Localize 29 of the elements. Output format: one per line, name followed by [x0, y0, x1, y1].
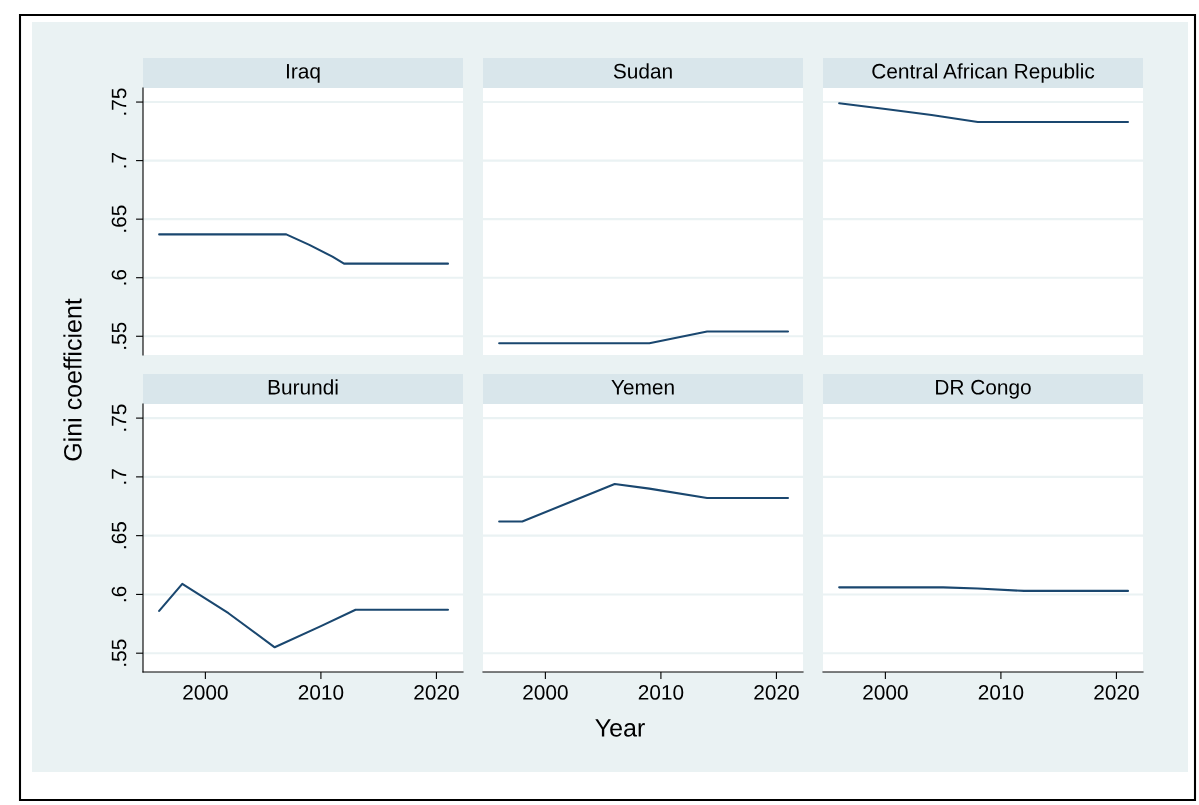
- chart-title: DR Congo: [936, 379, 1031, 399]
- y-axis-title: Gini coefficient: [63, 298, 82, 461]
- x-tick-label: 2020: [414, 685, 459, 700]
- y-tick-label: .6: [111, 269, 127, 285]
- x-tick-label: 2020: [1094, 685, 1139, 700]
- chart-title: Iraq: [286, 64, 320, 83]
- chart-title: Burundi: [268, 379, 338, 395]
- y-tick-label: .65: [111, 522, 127, 549]
- y-tick-label: .65: [111, 205, 127, 232]
- y-tick-label: .7: [111, 469, 127, 484]
- y-tick-label: .7: [111, 152, 127, 168]
- line-series: [158, 233, 450, 265]
- chart-title: Central African Republic: [872, 63, 1095, 83]
- chart-title: Yemen: [611, 380, 674, 395]
- x-tick-label: 2010: [638, 685, 684, 700]
- y-tick-label: .55: [111, 639, 127, 666]
- x-tick-label: 2000: [863, 685, 908, 700]
- y-tick-label: .6: [111, 586, 127, 602]
- y-tick-label: .55: [111, 322, 127, 349]
- y-tick-label: .75: [111, 404, 127, 431]
- line-series: [158, 582, 450, 649]
- x-tick-label: 2010: [298, 685, 344, 700]
- x-tick-label: 2000: [523, 685, 568, 700]
- x-tick-label: 2020: [754, 685, 799, 700]
- x-tick-label: 2010: [978, 685, 1024, 700]
- y-tick-label: .75: [111, 88, 127, 115]
- x-axis-title: Year: [595, 719, 645, 737]
- chart-title: Sudan: [613, 63, 672, 79]
- x-tick-label: 2000: [183, 685, 228, 700]
